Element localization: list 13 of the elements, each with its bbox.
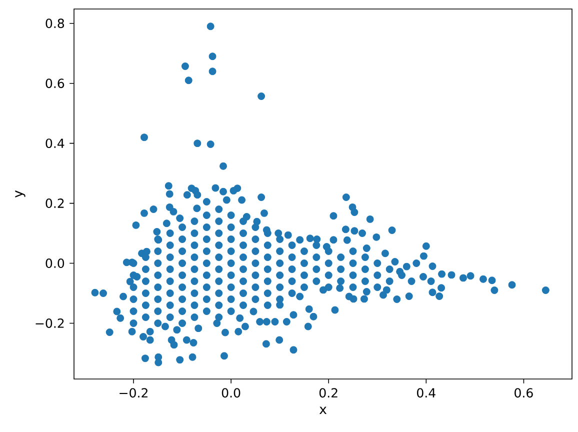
y-tick-label: 0.2 xyxy=(46,198,64,208)
x-tick-label: 0.6 xyxy=(514,388,533,398)
x-tick-label: −0.2 xyxy=(120,388,148,398)
y-tick-label: −0.2 xyxy=(36,318,64,328)
y-tick-label: 0.8 xyxy=(46,18,64,28)
x-axis-title: x xyxy=(319,406,327,414)
x-tick-label: 0.2 xyxy=(319,388,338,398)
y-tick-label: 0.4 xyxy=(46,138,64,148)
y-tick-label: 0.0 xyxy=(46,258,64,268)
x-tick-label: 0.4 xyxy=(417,388,436,398)
y-tick-label: 0.6 xyxy=(46,78,64,88)
x-tick-label: 0.0 xyxy=(222,388,240,398)
y-axis-title: y xyxy=(15,190,26,198)
